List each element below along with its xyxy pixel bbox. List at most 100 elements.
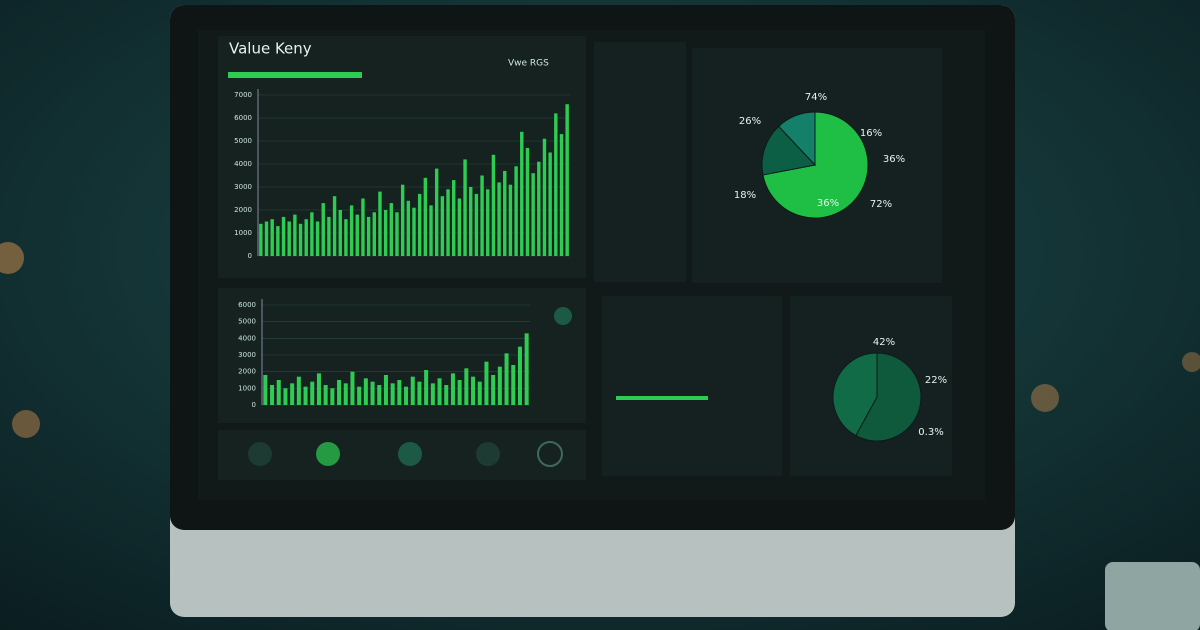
bar	[491, 375, 496, 405]
pie-slice	[778, 111, 816, 167]
bar	[444, 385, 449, 405]
bar	[378, 191, 382, 256]
bar	[400, 184, 405, 256]
bar	[315, 221, 320, 256]
bar	[349, 205, 354, 256]
bar	[404, 386, 409, 405]
bar	[469, 187, 473, 256]
pie-label: 26%	[739, 116, 761, 127]
bar	[332, 196, 337, 256]
bar	[383, 210, 388, 256]
dashboard-subtitle: Vwe RGS	[508, 59, 549, 69]
y-tick-label: 0	[248, 252, 252, 260]
bar	[276, 380, 281, 405]
bar	[389, 203, 394, 256]
bar	[343, 383, 348, 405]
bokeh	[1031, 384, 1059, 412]
y-tick-label: 2000	[234, 206, 252, 214]
bar	[491, 154, 496, 256]
bar	[542, 138, 547, 256]
pie-label: 72%	[870, 199, 892, 210]
y-tick-label: 3000	[238, 351, 256, 359]
bar	[429, 205, 433, 256]
y-tick-label: 1000	[234, 229, 252, 237]
bokeh	[0, 242, 24, 274]
bar	[370, 381, 375, 405]
bar	[344, 219, 348, 256]
y-tick-label: 4000	[234, 160, 252, 168]
bar	[508, 184, 513, 256]
bar	[330, 388, 335, 405]
bar	[321, 203, 325, 256]
panel	[594, 42, 686, 282]
panel	[602, 296, 782, 476]
y-tick-label: 0	[252, 401, 256, 409]
bar	[316, 373, 321, 405]
bar	[406, 200, 411, 256]
bar	[304, 219, 308, 256]
pie-slice	[832, 352, 878, 437]
bar	[287, 221, 291, 256]
mini-donut	[316, 442, 340, 466]
bokeh	[12, 410, 40, 438]
mini-donut	[476, 442, 500, 466]
pie-label: 16%	[860, 128, 882, 139]
bar	[531, 173, 535, 256]
mini-donut	[248, 442, 272, 466]
bar	[497, 366, 502, 405]
bar	[504, 353, 509, 405]
bar	[310, 381, 315, 405]
pie-label: 36%	[817, 198, 839, 209]
bar	[283, 388, 288, 405]
bar	[471, 376, 476, 405]
bar	[440, 196, 445, 256]
bar	[537, 161, 541, 256]
y-tick-label: 5000	[234, 137, 252, 145]
pie-label: 74%	[805, 92, 827, 103]
dashboard-title: Value Keny	[229, 40, 312, 58]
bar	[350, 371, 355, 405]
bar	[355, 214, 359, 256]
bar	[372, 212, 376, 256]
y-tick-label: 1000	[238, 384, 256, 392]
bar	[337, 380, 342, 405]
bar	[357, 386, 362, 405]
bar	[520, 131, 524, 256]
bar	[263, 375, 268, 405]
progress-bar	[616, 396, 708, 400]
mini-donut	[398, 442, 422, 466]
bar	[383, 375, 388, 405]
bar	[276, 226, 280, 256]
bar	[486, 189, 490, 256]
bar	[397, 380, 402, 405]
pie-label: 22%	[925, 375, 947, 386]
bar	[259, 223, 263, 256]
bar	[446, 189, 450, 256]
bar	[554, 113, 558, 257]
bar	[264, 221, 269, 256]
pie-label: 18%	[734, 190, 756, 201]
bar	[548, 152, 552, 256]
bar	[298, 223, 303, 256]
bar	[290, 383, 295, 405]
mini-donut	[537, 441, 563, 467]
pie-label: 42%	[873, 337, 895, 348]
bar	[559, 134, 564, 256]
bar	[484, 361, 489, 405]
bar	[497, 182, 501, 256]
bar	[517, 346, 522, 405]
mug	[1105, 562, 1200, 630]
bar	[434, 168, 439, 256]
y-tick-label: 3000	[234, 183, 252, 191]
bar	[423, 177, 428, 256]
bar	[457, 198, 462, 256]
bar	[412, 207, 416, 256]
bar	[410, 376, 415, 405]
bar	[303, 386, 308, 405]
bar	[281, 216, 286, 256]
bar	[480, 175, 484, 256]
y-tick-label: 7000	[234, 91, 252, 99]
pie-label: 36%	[883, 154, 905, 165]
pie-slice	[855, 352, 922, 442]
